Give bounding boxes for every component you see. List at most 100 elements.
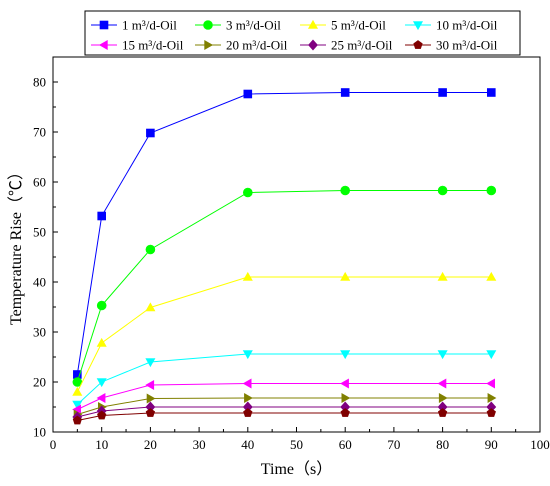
data-point (96, 378, 107, 388)
data-point (340, 271, 351, 281)
y-tick-label: 20 (33, 375, 46, 390)
legend-marker (204, 39, 214, 51)
series-4 (72, 350, 497, 410)
series-layer (72, 88, 497, 425)
legend-entry: 25 m³/d-Oil (300, 38, 393, 53)
data-point (486, 88, 496, 97)
legend-marker (203, 20, 213, 30)
data-point (97, 410, 107, 420)
data-point (340, 378, 349, 389)
legend-label: 20 m³/d-Oil (226, 38, 288, 53)
y-axis-title: Temperature Rise（℃） (7, 164, 25, 325)
plot-frame (52, 56, 541, 433)
series-7 (72, 401, 497, 423)
data-point (486, 378, 496, 389)
data-point (244, 392, 253, 404)
y-tick-label: 50 (33, 225, 46, 240)
data-point (145, 302, 156, 312)
data-point (341, 392, 351, 404)
series-line (77, 397, 492, 415)
x-tick-label: 30 (193, 437, 206, 452)
data-point (437, 408, 448, 417)
legend-label: 1 m³/d-Oil (122, 18, 177, 33)
series-line (76, 190, 492, 383)
data-point (96, 337, 107, 347)
data-point (145, 408, 156, 417)
data-point (340, 350, 351, 360)
x-tick-label: 50 (290, 437, 303, 452)
x-tick-label: 90 (485, 437, 498, 452)
legend-entry: 20 m³/d-Oil (195, 38, 288, 53)
data-point (72, 415, 82, 425)
data-point (486, 185, 497, 196)
data-point (437, 271, 448, 281)
data-point (340, 88, 350, 97)
series-line (77, 412, 492, 421)
series-line (76, 92, 492, 375)
data-point (243, 187, 253, 198)
legend-label: 30 m³/d-Oil (436, 38, 498, 53)
data-point (242, 350, 253, 360)
legend-entry: 1 m³/d-Oil (91, 18, 177, 33)
data-point (438, 392, 448, 404)
data-point (437, 185, 448, 196)
legend-entry: 5 m³/d-Oil (300, 18, 386, 33)
x-tick-label: 80 (436, 437, 449, 452)
series-3 (72, 271, 497, 396)
series-5 (72, 378, 496, 415)
data-point (340, 185, 351, 196)
series-6 (73, 392, 497, 420)
legend-label: 10 m³/d-Oil (436, 18, 498, 33)
series-line (77, 406, 492, 418)
legend-entry: 15 m³/d-Oil (91, 38, 184, 53)
y-tick-label: 30 (33, 325, 46, 340)
legend-marker (99, 20, 109, 30)
legend-entry: 10 m³/d-Oil (405, 18, 498, 33)
data-point (486, 408, 496, 417)
data-point (145, 379, 155, 391)
x-tick-label: 0 (50, 437, 57, 452)
data-point (145, 358, 156, 368)
y-tick-label: 40 (33, 275, 46, 290)
series-1 (73, 88, 496, 379)
legend-entry: 3 m³/d-Oil (195, 18, 281, 33)
y-tick-label: 80 (33, 75, 46, 90)
legend-label: 3 m³/d-Oil (226, 18, 281, 33)
legend-label: 15 m³/d-Oil (122, 38, 184, 53)
axes: 0 10 20 30 40 50 60 70 80 90 100 10 20 30 40 50 60 70 80 (33, 56, 550, 452)
data-point (72, 400, 83, 410)
legend-marker (98, 39, 108, 51)
x-tick-label: 60 (339, 437, 352, 452)
data-point (486, 271, 497, 281)
data-point (243, 408, 253, 417)
data-point (242, 271, 253, 281)
legend-marker (308, 39, 318, 51)
series-line (77, 383, 492, 410)
legend-marker (413, 40, 423, 49)
data-point (340, 408, 350, 417)
data-point (145, 244, 156, 255)
data-point (146, 128, 155, 138)
legend-entry: 30 m³/d-Oil (405, 38, 498, 53)
data-point (437, 378, 447, 389)
data-point (146, 393, 156, 404)
y-tick-label: 60 (33, 175, 46, 190)
data-point (438, 88, 447, 97)
y-tick-label: 70 (33, 125, 46, 140)
legend: 1 m³/d-Oil 3 m³/d-Oil 5 m³/d-Oil 10 m³/d-Oi… (84, 10, 521, 56)
series-2 (72, 185, 497, 387)
data-point (72, 386, 83, 396)
data-point (243, 89, 253, 99)
x-tick-label: 10 (95, 437, 108, 452)
x-tick-label: 70 (387, 437, 400, 452)
data-point (486, 350, 497, 360)
series-line (76, 353, 492, 405)
data-point (96, 300, 107, 311)
y-tick-label: 10 (33, 425, 46, 440)
legend-label: 25 m³/d-Oil (331, 38, 393, 53)
legend-box (84, 10, 521, 56)
data-point (242, 378, 252, 389)
x-tick-label: 20 (144, 437, 157, 452)
legend-marker (307, 19, 319, 29)
